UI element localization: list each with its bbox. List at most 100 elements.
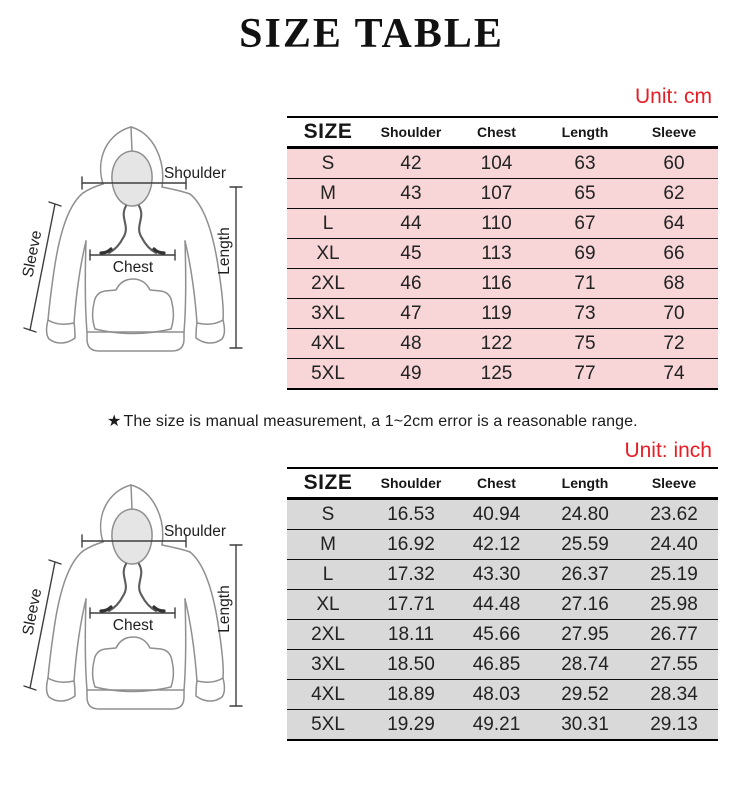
measurement-cell: 48.03 xyxy=(453,679,540,710)
measurement-cell: 47 xyxy=(369,298,453,329)
column-header-length: Length xyxy=(540,117,630,149)
column-header-length: Length xyxy=(540,468,630,500)
page-title: SIZE TABLE xyxy=(239,11,504,57)
measurement-cell: 107 xyxy=(453,178,540,209)
measurement-cell: 68 xyxy=(630,268,718,299)
hoodie-outline xyxy=(45,484,226,710)
measurement-cell: 44 xyxy=(369,208,453,239)
measurement-cell: 25.59 xyxy=(540,529,630,560)
size-label-cell: M xyxy=(287,529,369,560)
measurement-cell: 45 xyxy=(369,238,453,269)
hoodie-drawstrings xyxy=(99,562,166,613)
measurement-cell: 17.32 xyxy=(369,559,453,590)
measurement-cell: 77 xyxy=(540,358,630,390)
measurement-cell: 27.16 xyxy=(540,589,630,620)
table-row: 4XL 18.89 48.03 29.52 28.34 xyxy=(287,679,718,710)
measurement-cell: 29.13 xyxy=(630,709,718,741)
measurement-cell: 17.71 xyxy=(369,589,453,620)
measurement-cell: 69 xyxy=(540,238,630,269)
measurement-cell: 16.92 xyxy=(369,529,453,560)
measurement-cell: 110 xyxy=(453,208,540,239)
table-row: XL 45 113 69 66 xyxy=(287,238,718,269)
measurement-cell: 74 xyxy=(630,358,718,390)
column-header-size: SIZE xyxy=(287,468,369,500)
measurement-cell: 46.85 xyxy=(453,649,540,680)
measurement-cell: 18.11 xyxy=(369,619,453,650)
measurement-cell: 70 xyxy=(630,298,718,329)
hoodie-outline xyxy=(45,126,226,352)
size-label-cell: 5XL xyxy=(287,709,369,741)
measurement-cell: 116 xyxy=(453,268,540,299)
table-row: 3XL 18.50 46.85 28.74 27.55 xyxy=(287,649,718,680)
measurement-cell: 60 xyxy=(630,147,718,179)
note-text: The size is manual measurement, a 1~2cm … xyxy=(123,413,638,430)
size-label-cell: 3XL xyxy=(287,649,369,680)
measurement-cell: 27.55 xyxy=(630,649,718,680)
table-row: L 17.32 43.30 26.37 25.19 xyxy=(287,559,718,590)
table-row: 5XL 19.29 49.21 30.31 29.13 xyxy=(287,709,718,741)
measurement-cell: 42.12 xyxy=(453,529,540,560)
hoodie-diagram-cm: Shoulder Chest Length Sleeve xyxy=(5,108,270,358)
size-label-cell: XL xyxy=(287,238,369,269)
measurement-cell: 28.34 xyxy=(630,679,718,710)
size-label-cell: 5XL xyxy=(287,358,369,390)
measurement-cell: 46 xyxy=(369,268,453,299)
measurement-cell: 25.19 xyxy=(630,559,718,590)
measurement-cell: 40.94 xyxy=(453,498,540,530)
hoodie-diagram-inch: Shoulder Chest Length Sleeve xyxy=(5,466,270,716)
shoulder-label: Shoulder xyxy=(164,165,226,182)
unit-label-cm: Unit: cm xyxy=(634,85,712,108)
measurement-cell: 119 xyxy=(453,298,540,329)
measurement-cell: 48 xyxy=(369,328,453,359)
measurement-cell: 113 xyxy=(453,238,540,269)
table-row: S 42 104 63 60 xyxy=(287,147,718,179)
size-table-inch: SIZE Shoulder Chest Length Sleeve S 16.53 40.9… xyxy=(287,467,718,741)
table-row: XL 17.71 44.48 27.16 25.98 xyxy=(287,589,718,620)
size-label-cell: 4XL xyxy=(287,679,369,710)
length-label: Length xyxy=(216,585,233,632)
measurement-cell: 49 xyxy=(369,358,453,390)
header-row: SIZE Shoulder Chest Length Sleeve xyxy=(287,117,718,149)
size-label-cell: L xyxy=(287,208,369,239)
column-header-shoulder: Shoulder xyxy=(369,468,453,500)
measurement-cell: 29.52 xyxy=(540,679,630,710)
measurement-cell: 28.74 xyxy=(540,649,630,680)
measurement-cell: 63 xyxy=(540,147,630,179)
measurement-cell: 19.29 xyxy=(369,709,453,741)
measurement-cell: 66 xyxy=(630,238,718,269)
column-header-sleeve: Sleeve xyxy=(630,117,718,149)
table-row: 4XL 48 122 75 72 xyxy=(287,328,718,359)
measurement-cell: 43 xyxy=(369,178,453,209)
measurement-cell: 45.66 xyxy=(453,619,540,650)
hoodie-drawstrings xyxy=(99,204,166,255)
table-row: 3XL 47 119 73 70 xyxy=(287,298,718,329)
table-row: M 43 107 65 62 xyxy=(287,178,718,209)
measurement-cell: 122 xyxy=(453,328,540,359)
measurement-cell: 44.48 xyxy=(453,589,540,620)
measurement-cell: 125 xyxy=(453,358,540,390)
size-label-cell: 2XL xyxy=(287,268,369,299)
length-label: Length xyxy=(216,227,233,274)
table-row: M 16.92 42.12 25.59 24.40 xyxy=(287,529,718,560)
table-row: 2XL 18.11 45.66 27.95 26.77 xyxy=(287,619,718,650)
column-header-sleeve: Sleeve xyxy=(630,468,718,500)
header-row: SIZE Shoulder Chest Length Sleeve xyxy=(287,468,718,500)
measurement-cell: 73 xyxy=(540,298,630,329)
measurement-cell: 26.77 xyxy=(630,619,718,650)
measurement-cell: 23.62 xyxy=(630,498,718,530)
measurement-cell: 75 xyxy=(540,328,630,359)
measurement-cell: 25.98 xyxy=(630,589,718,620)
measurement-cell: 49.21 xyxy=(453,709,540,741)
table-row: L 44 110 67 64 xyxy=(287,208,718,239)
size-label-cell: S xyxy=(287,147,369,179)
table-row: 2XL 46 116 71 68 xyxy=(287,268,718,299)
size-label-cell: M xyxy=(287,178,369,209)
column-header-chest: Chest xyxy=(453,117,540,149)
measurement-lines xyxy=(23,176,243,349)
measurement-cell: 104 xyxy=(453,147,540,179)
measurement-cell: 30.31 xyxy=(540,709,630,741)
measurement-cell: 24.80 xyxy=(540,498,630,530)
size-label-cell: 2XL xyxy=(287,619,369,650)
table-row: S 16.53 40.94 24.80 23.62 xyxy=(287,498,718,530)
